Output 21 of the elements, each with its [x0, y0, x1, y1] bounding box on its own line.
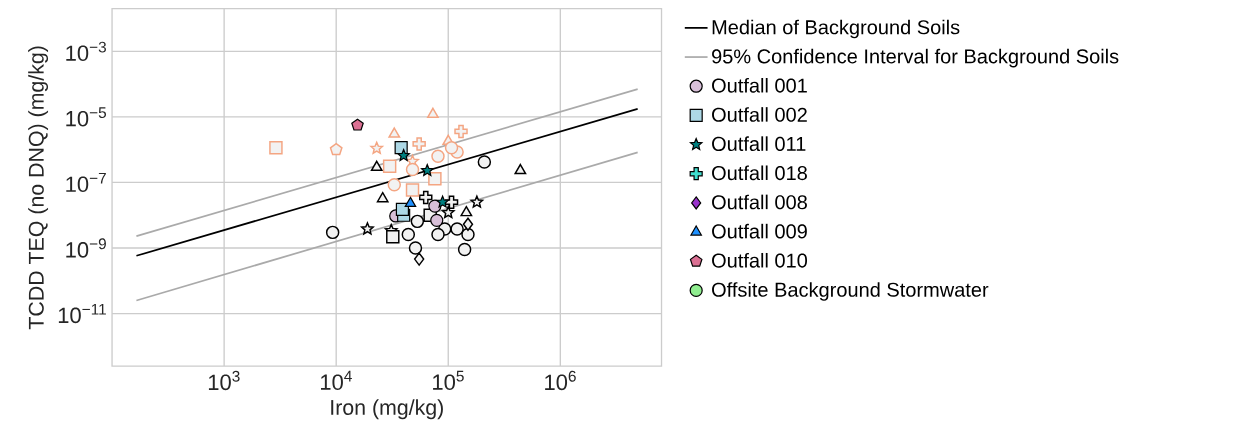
y-tick-label: 10$^{−3}$ [66, 41, 106, 61]
x-tick-label: 10$^{3}$ [208, 370, 240, 391]
y-axis-title: TCDD TEQ (no DNQ) (mg/kg) [28, 46, 49, 330]
x-tick-label: 10$^{5}$ [433, 370, 464, 390]
y-tick-label: 10$^{−5}$ [66, 107, 107, 127]
y-tick-label: 10$^{−11}$ [58, 303, 106, 324]
legend-label: Outfall 011 [712, 136, 806, 151]
legend-label: Outfall 009 [712, 223, 807, 239]
legend-label: Outfall 001 [712, 77, 807, 93]
x-tick-label: 10$^{4}$ [321, 370, 352, 390]
legend-label: Outfall 002 [712, 107, 807, 122]
y-tick-label: 10$^{−7}$ [66, 172, 106, 192]
legend-label: Median of Background Soils [712, 19, 960, 39]
y-tick-label: 10$^{−9}$ [66, 238, 106, 258]
legend-label: Outfall 008 [712, 194, 807, 210]
legend-label: Offsite Background Stormwater [712, 282, 989, 301]
x-tick-label: 10$^{6}$ [545, 370, 576, 391]
legend-label: Outfall 010 [712, 252, 808, 268]
legend-label: 95% Confidence Interval for Background Soils [712, 48, 1119, 68]
legend-label: Outfall 018 [712, 165, 807, 181]
x-axis-title: Iron (mg/kg) [331, 399, 443, 420]
